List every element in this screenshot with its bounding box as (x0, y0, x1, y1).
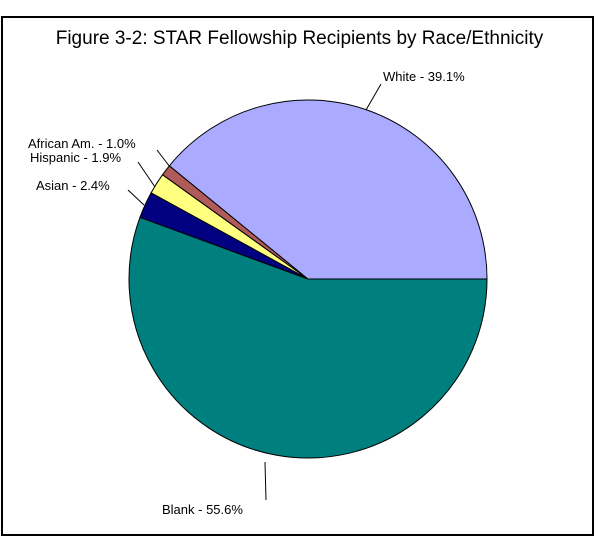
slice-label-blank: Blank - 55.6% (162, 502, 243, 517)
slice-label-white: White - 39.1% (383, 69, 465, 84)
slice-label-asian: Asian - 2.4% (36, 178, 110, 193)
slice-label-african-am: African Am. - 1.0% (28, 136, 136, 151)
pie-chart: White - 39.1% Blank - 55.6% Asian - 2.4%… (28, 69, 488, 517)
pie-slice-white (168, 99, 488, 280)
leader-line-hispanic (137, 161, 156, 188)
leader-line-blank (264, 461, 267, 501)
leader-line-asian (127, 189, 145, 206)
pie-slice-blank (128, 216, 488, 459)
chart-title: Figure 3-2: STAR Fellowship Recipients b… (55, 28, 544, 49)
leader-line-white (365, 83, 382, 111)
slice-label-hispanic: Hispanic - 1.9% (30, 150, 121, 165)
leader-line-african-am (156, 149, 171, 168)
